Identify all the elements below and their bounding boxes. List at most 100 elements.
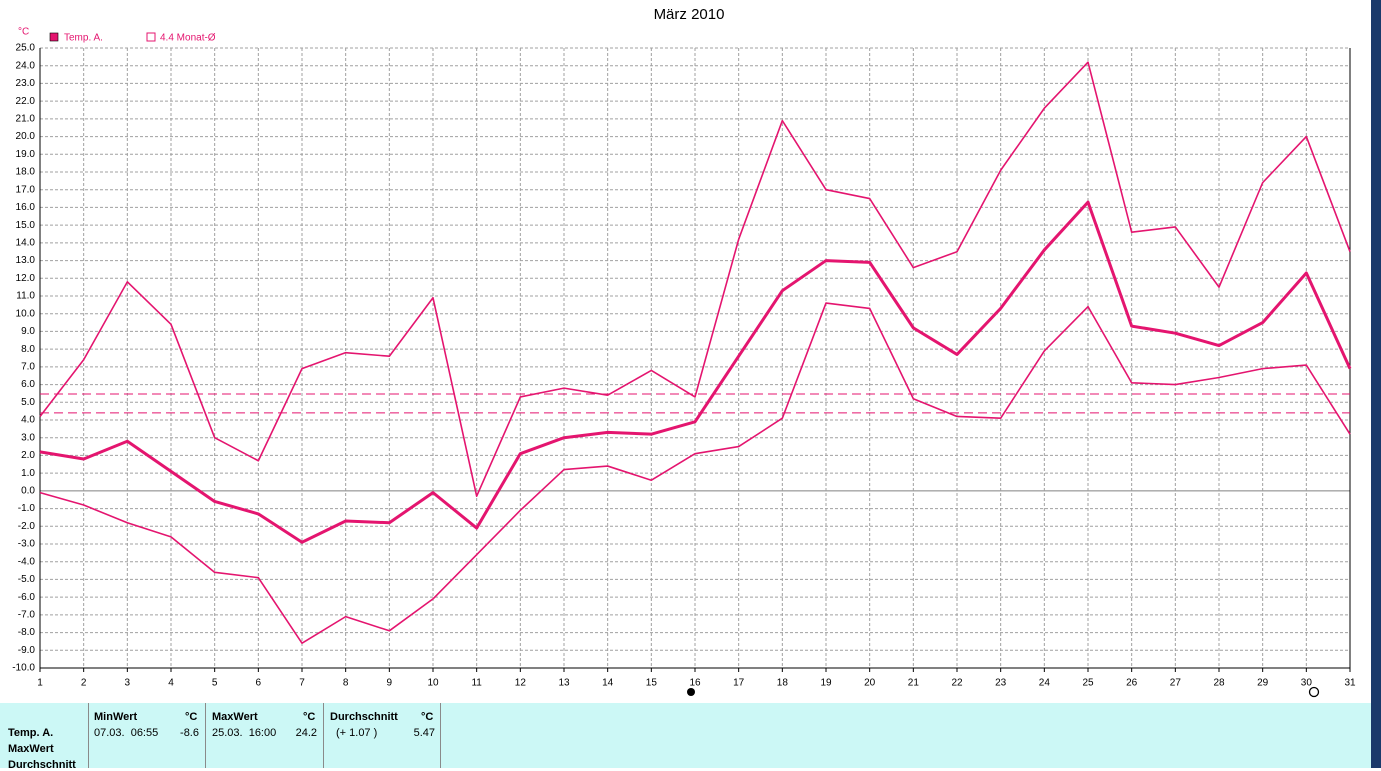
column-header: MinWert: [94, 711, 138, 723]
separator: [205, 703, 206, 768]
moon-new: [1308, 686, 1320, 698]
row-label: Temp. A.: [8, 727, 54, 739]
column-header: MaxWert: [212, 711, 258, 723]
x-tick-label: 25: [1082, 678, 1094, 689]
legend-swatch: [49, 32, 59, 42]
chart-title: März 2010: [654, 6, 725, 23]
x-tick-label: 1: [37, 678, 43, 689]
series-line: [39, 61, 1351, 497]
chart: März 2010 °C -10.0 -9.0 -8.0 -7.0 -6.0 -5.0 -4…: [12, 6, 1356, 698]
y-tick-label: -10.0: [12, 663, 35, 674]
column-unit: °C: [303, 711, 316, 723]
x-tick-label: 15: [646, 678, 658, 689]
x-tick-label: 5: [212, 678, 218, 689]
row-label: MaxWert: [8, 743, 54, 755]
x-tick-label: 23: [995, 678, 1007, 689]
y-tick-label: 2.0: [21, 450, 35, 461]
y-tick-label: 12.0: [16, 273, 36, 284]
x-tick-label: 26: [1126, 678, 1138, 689]
cell-detail: 25.03. 16:00: [212, 727, 277, 739]
y-unit: °C: [18, 27, 29, 38]
y-tick-label: 21.0: [16, 113, 36, 124]
y-tick-label: -5.0: [18, 574, 36, 585]
y-tick-label: 25.0: [16, 43, 36, 54]
x-tick-label: 3: [125, 678, 131, 689]
y-tick-label: 7.0: [21, 361, 35, 372]
cell-detail: (+ 1.07 ): [336, 727, 378, 739]
summary-panel: Temp. A. MaxWert Durchschnitt MinWert °C…: [0, 703, 1371, 771]
y-tick-label: 14.0: [16, 237, 36, 248]
separator: [440, 703, 441, 768]
y-tick-label: 19.0: [16, 149, 36, 160]
y-tick-label: 17.0: [16, 184, 36, 195]
x-tick-label: 28: [1213, 678, 1225, 689]
y-tick-label: -8.0: [18, 627, 36, 638]
x-tick-label: 19: [820, 678, 832, 689]
window-edge: [1371, 0, 1381, 768]
y-tick-label: -7.0: [18, 609, 36, 620]
y-tick-label: 20.0: [16, 131, 36, 142]
column-header: Durchschnitt: [330, 711, 398, 723]
y-tick-label: -4.0: [18, 556, 36, 567]
x-tick-label: 17: [733, 678, 745, 689]
y-tick-label: 8.0: [21, 344, 35, 355]
x-tick-label: 31: [1344, 678, 1356, 689]
y-tick-label: 3.0: [21, 432, 35, 443]
x-tick-label: 9: [387, 678, 393, 689]
cell-value: -8.6: [180, 727, 199, 739]
y-tick-label: 0.0: [21, 485, 35, 496]
x-tick-label: 12: [515, 678, 527, 689]
y-tick-label: 4.0: [21, 415, 35, 426]
x-tick-label: 8: [343, 678, 349, 689]
x-tick-label: 10: [427, 678, 439, 689]
y-tick-label: 16.0: [16, 202, 36, 213]
x-tick-label: 16: [689, 678, 701, 689]
x-tick-label: 13: [558, 678, 570, 689]
x-tick-label: 30: [1301, 678, 1313, 689]
y-tick-label: 23.0: [16, 78, 36, 89]
x-tick-label: 24: [1039, 678, 1051, 689]
separator: [323, 703, 324, 768]
x-tick-label: 18: [777, 678, 789, 689]
series-line: [39, 302, 1351, 644]
y-tick-label: 22.0: [16, 96, 36, 107]
x-tick-label: 2: [81, 678, 87, 689]
x-tick-label: 27: [1170, 678, 1182, 689]
y-tick-label: -9.0: [18, 645, 36, 656]
column-unit: °C: [421, 711, 434, 723]
x-tick-label: 29: [1257, 678, 1269, 689]
series-line: [39, 200, 1352, 544]
cell-value: 24.2: [295, 727, 317, 739]
y-tick-label: -3.0: [18, 539, 36, 550]
y-tick-label: -1.0: [18, 503, 36, 514]
legend-label: 4.4 Monat-Ø: [160, 33, 216, 44]
y-tick-label: 18.0: [16, 167, 36, 178]
x-tick-label: 6: [256, 678, 262, 689]
x-tick-label: 20: [864, 678, 876, 689]
y-tick-label: -2.0: [18, 521, 36, 532]
x-tick-label: 14: [602, 678, 614, 689]
moon-full: [687, 688, 695, 696]
row-label: Durchschnitt: [8, 759, 76, 771]
cell-detail: 07.03. 06:55: [94, 727, 159, 739]
cell-value: 5.47: [413, 727, 435, 739]
x-tick-label: 4: [168, 678, 174, 689]
legend-swatch: [146, 32, 156, 42]
legend-label: Temp. A.: [64, 33, 103, 44]
column-unit: °C: [185, 711, 198, 723]
y-tick-label: 5.0: [21, 397, 35, 408]
y-tick-label: -6.0: [18, 592, 36, 603]
x-tick-label: 7: [299, 678, 305, 689]
x-tick-label: 11: [471, 678, 482, 689]
separator: [88, 703, 89, 768]
y-tick-label: 1.0: [21, 468, 35, 479]
x-tick-label: 21: [908, 678, 920, 689]
x-tick-label: 22: [951, 678, 963, 689]
y-tick-label: 10.0: [16, 308, 36, 319]
y-tick-label: 13.0: [16, 255, 36, 266]
y-tick-label: 15.0: [16, 220, 36, 231]
y-tick-label: 6.0: [21, 379, 35, 390]
y-tick-label: 11.0: [16, 291, 35, 302]
y-tick-label: 24.0: [16, 60, 36, 71]
